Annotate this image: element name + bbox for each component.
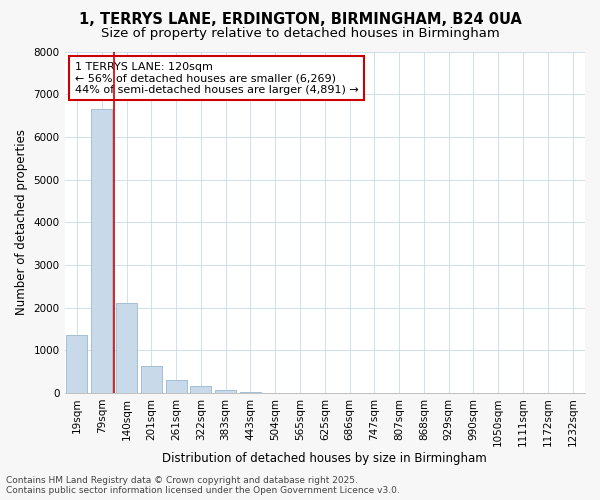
Bar xyxy=(190,386,211,393)
Text: Size of property relative to detached houses in Birmingham: Size of property relative to detached ho… xyxy=(101,28,499,40)
Bar xyxy=(215,390,236,393)
Text: Contains HM Land Registry data © Crown copyright and database right 2025.
Contai: Contains HM Land Registry data © Crown c… xyxy=(6,476,400,495)
Bar xyxy=(91,109,112,393)
Text: 1 TERRYS LANE: 120sqm
← 56% of detached houses are smaller (6,269)
44% of semi-d: 1 TERRYS LANE: 120sqm ← 56% of detached … xyxy=(75,62,359,95)
Bar xyxy=(166,380,187,393)
Text: 1, TERRYS LANE, ERDINGTON, BIRMINGHAM, B24 0UA: 1, TERRYS LANE, ERDINGTON, BIRMINGHAM, B… xyxy=(79,12,521,28)
Bar xyxy=(240,392,261,393)
Bar xyxy=(116,303,137,393)
Y-axis label: Number of detached properties: Number of detached properties xyxy=(15,129,28,315)
Bar xyxy=(67,335,88,393)
Bar xyxy=(141,366,162,393)
X-axis label: Distribution of detached houses by size in Birmingham: Distribution of detached houses by size … xyxy=(163,452,487,465)
